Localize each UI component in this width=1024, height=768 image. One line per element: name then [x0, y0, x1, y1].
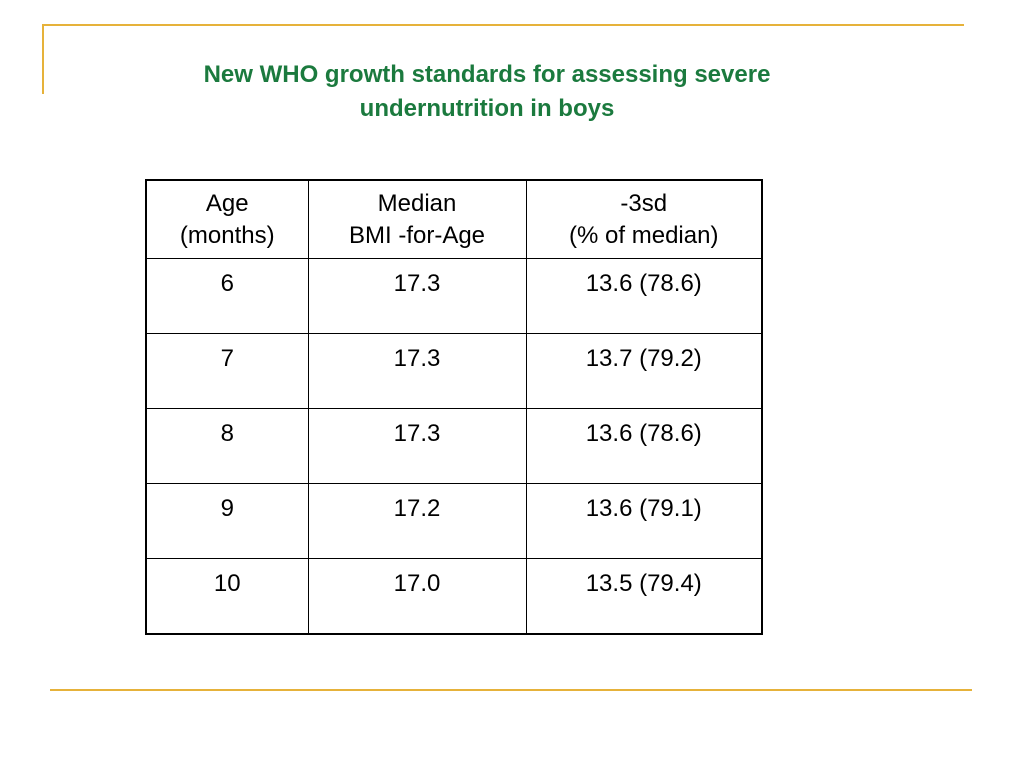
frame-bottom-rule	[50, 689, 972, 691]
cell-age: 10	[145, 558, 309, 634]
frame-left-rule	[42, 24, 44, 94]
table-row: 10 17.0 13.5 (79.4)	[145, 558, 763, 634]
cell-minus-3sd: 13.6 (78.6)	[525, 408, 763, 484]
header-age-line-1: Age	[205, 189, 249, 217]
table-row: 8 17.3 13.6 (78.6)	[145, 408, 763, 484]
frame-top-rule	[42, 24, 964, 26]
table-row: 7 17.3 13.7 (79.2)	[145, 333, 763, 409]
cell-age: 8	[145, 408, 309, 484]
header-age-line-2: (months)	[179, 221, 275, 249]
cell-minus-3sd: 13.6 (79.1)	[525, 483, 763, 559]
header-median-line-2: BMI -for-Age	[348, 221, 486, 249]
header-3sd-line-2: (% of median)	[569, 221, 719, 249]
header-3sd-line-1: -3sd	[620, 189, 668, 217]
header-median-bmi: Median BMI -for-Age	[307, 179, 527, 259]
table-header-row: Age (months) Median BMI -for-Age -3sd (%…	[145, 179, 763, 259]
cell-minus-3sd: 13.7 (79.2)	[525, 333, 763, 409]
cell-age: 6	[145, 258, 309, 334]
cell-age: 7	[145, 333, 309, 409]
cell-minus-3sd: 13.5 (79.4)	[525, 558, 763, 634]
slide-title-line-2: undernutrition in boys	[359, 95, 615, 122]
cell-median-bmi: 17.0	[307, 558, 527, 634]
table-row: 9 17.2 13.6 (79.1)	[145, 483, 763, 559]
slide-title-line-1: New WHO growth standards for assessing s…	[203, 61, 771, 88]
header-age: Age (months)	[145, 179, 309, 259]
table-row: 6 17.3 13.6 (78.6)	[145, 258, 763, 334]
cell-age: 9	[145, 483, 309, 559]
cell-median-bmi: 17.3	[307, 408, 527, 484]
cell-median-bmi: 17.2	[307, 483, 527, 559]
cell-median-bmi: 17.3	[307, 333, 527, 409]
header-minus-3sd: -3sd (% of median)	[525, 179, 763, 259]
slide-title: New WHO growth standards for assessing s…	[100, 58, 874, 126]
header-median-line-1: Median	[377, 189, 457, 217]
cell-median-bmi: 17.3	[307, 258, 527, 334]
cell-minus-3sd: 13.6 (78.6)	[525, 258, 763, 334]
growth-standards-table: Age (months) Median BMI -for-Age -3sd (%…	[145, 179, 763, 635]
